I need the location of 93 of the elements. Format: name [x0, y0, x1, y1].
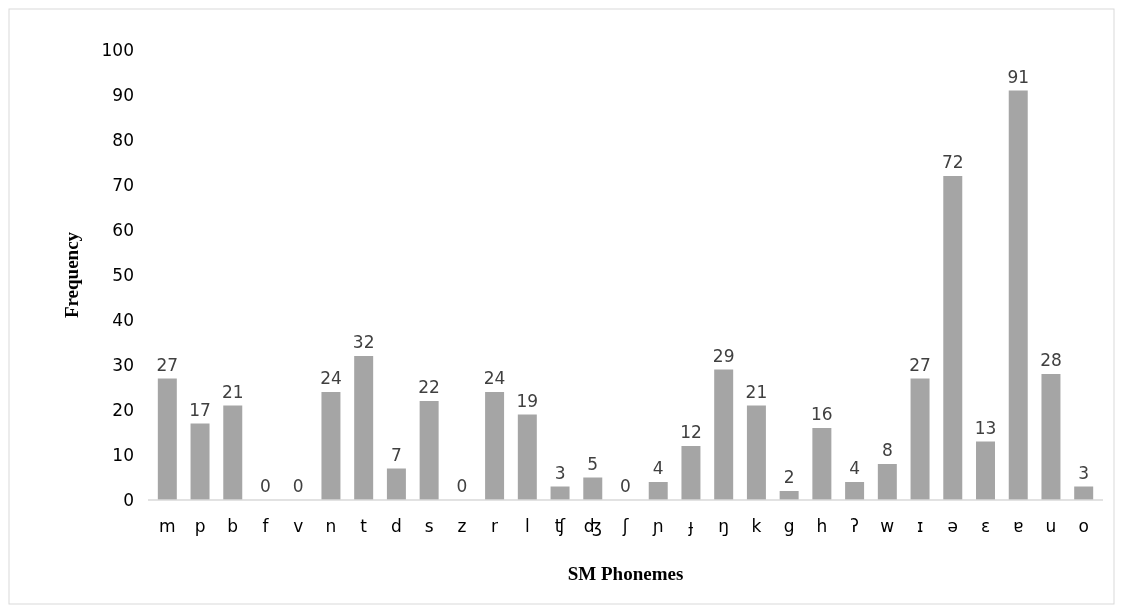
bar [845, 482, 865, 500]
bar [910, 378, 930, 500]
x-tick-label: ʧ [554, 516, 566, 536]
y-tick-label: 50 [112, 264, 134, 285]
x-tick-label: ʔ [850, 516, 859, 536]
x-tick-label: o [1078, 516, 1089, 536]
y-tick-label: 30 [112, 354, 134, 375]
bar [714, 369, 734, 500]
bar [190, 423, 210, 500]
x-tick-label: ʤ [583, 516, 602, 536]
data-label: 4 [849, 458, 861, 478]
y-tick-label: 90 [112, 84, 134, 105]
data-label: 32 [352, 332, 375, 352]
x-tick-label: h [816, 516, 828, 536]
bar [321, 392, 341, 500]
data-label: 24 [320, 368, 342, 388]
data-label: 19 [516, 390, 539, 411]
data-label: 16 [811, 404, 833, 424]
y-tick-label: 70 [112, 174, 134, 195]
data-label: 3 [1078, 462, 1090, 483]
data-label: 3 [554, 462, 566, 483]
data-label: 12 [680, 422, 702, 442]
x-tick-label: d [391, 516, 402, 536]
x-tick-label: r [491, 516, 499, 536]
bar [386, 468, 406, 500]
data-label: 0 [292, 476, 304, 496]
y-tick-label: 80 [112, 129, 134, 150]
data-label: 27 [909, 354, 931, 375]
bar [1041, 374, 1061, 500]
x-tick-label: n [325, 516, 337, 536]
x-tick-label: w [880, 516, 895, 536]
bar [943, 176, 963, 500]
bar [681, 446, 701, 500]
data-label: 2 [783, 467, 795, 487]
data-label: 22 [418, 377, 440, 397]
bar [648, 482, 668, 500]
x-tick-label: ŋ [718, 516, 730, 536]
y-tick-label: 60 [112, 219, 134, 240]
bar [419, 401, 439, 500]
data-label: 7 [390, 444, 402, 465]
data-label: 24 [483, 368, 506, 388]
data-label: 21 [745, 381, 768, 402]
y-axis-title: Frequency [61, 231, 82, 319]
x-tick-label: ɐ [1013, 516, 1024, 536]
bar [746, 405, 766, 500]
x-tick-label: v [293, 516, 304, 536]
data-label: 21 [221, 381, 244, 402]
bar [877, 464, 897, 500]
bar [223, 405, 243, 500]
y-tick-label: 40 [112, 309, 134, 330]
bar [812, 428, 832, 500]
x-tick-label: ɲ [651, 516, 664, 536]
data-label: 5 [587, 453, 599, 474]
y-tick-label: 100 [101, 39, 134, 60]
bar [485, 392, 505, 500]
x-tick-label: z [457, 516, 467, 536]
x-tick-label: ɪ [916, 516, 924, 536]
x-tick-label: l [524, 516, 530, 536]
data-label: 0 [620, 476, 631, 496]
y-tick-label: 10 [112, 444, 134, 465]
x-tick-label: ə [947, 516, 959, 536]
bar [354, 356, 374, 500]
x-tick-label: ɟ [687, 516, 694, 536]
bar [976, 441, 995, 500]
x-axis-title: SM Phonemes [567, 563, 684, 584]
data-label: 72 [941, 152, 964, 172]
data-label: 17 [189, 399, 211, 420]
x-tick-label: p [194, 516, 206, 536]
data-label: 91 [1007, 66, 1030, 87]
data-label: 8 [881, 440, 893, 460]
data-label: 4 [652, 458, 664, 478]
bar [1008, 90, 1028, 500]
x-tick-label: u [1045, 516, 1057, 536]
x-tick-label: t [360, 516, 368, 536]
data-label: 0 [456, 476, 468, 496]
x-tick-label: ʃ [621, 516, 630, 536]
x-tick-label: b [227, 516, 239, 536]
x-tick-label: g [783, 516, 795, 536]
bar [583, 477, 603, 500]
data-label: 29 [712, 345, 735, 366]
data-label: 0 [260, 476, 271, 496]
data-label: 28 [1040, 350, 1062, 370]
bar [517, 414, 537, 500]
data-label: 13 [974, 417, 997, 438]
y-tick-label: 0 [123, 489, 134, 510]
x-tick-label: ɛ [980, 516, 991, 536]
data-label: 27 [156, 354, 179, 375]
x-tick-label: s [424, 516, 434, 536]
x-tick-label: f [262, 516, 270, 536]
x-tick-label: m [159, 516, 176, 536]
x-tick-label: k [751, 516, 762, 536]
bar [157, 378, 177, 500]
y-tick-label: 20 [112, 399, 134, 420]
